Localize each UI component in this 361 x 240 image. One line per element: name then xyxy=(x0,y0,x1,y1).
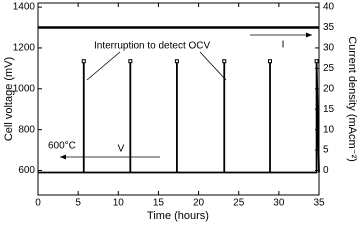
y2-tick-label: 5 xyxy=(323,145,329,156)
annotation: 600°C xyxy=(48,141,76,152)
y2-tick-label: 40 xyxy=(323,2,335,13)
arrowhead xyxy=(60,154,66,160)
data-point xyxy=(174,59,179,64)
pointer xyxy=(199,51,227,81)
x-tick-label: 25 xyxy=(233,198,245,209)
y2-tick-label: 20 xyxy=(323,83,335,94)
y-tick-label: 1200 xyxy=(13,43,36,54)
x-axis-label: Time (hours) xyxy=(147,210,209,222)
y2-tick-label: 15 xyxy=(323,104,335,115)
x-tick-label: 0 xyxy=(35,198,41,209)
x-tick-label: 30 xyxy=(273,198,285,209)
x-tick-label: 15 xyxy=(153,198,165,209)
data-line xyxy=(38,61,320,174)
y-tick-label: 1400 xyxy=(13,2,36,13)
y2-tick-label: 30 xyxy=(323,43,335,54)
y-tick-label: 1000 xyxy=(13,83,36,94)
legend-label: I xyxy=(282,40,285,51)
pointer xyxy=(86,51,121,81)
data-point xyxy=(268,59,273,64)
x-tick-label: 5 xyxy=(75,198,81,209)
data-point xyxy=(222,59,227,64)
data-point xyxy=(314,59,319,64)
x-tick-label: 10 xyxy=(113,198,125,209)
arrowhead xyxy=(306,32,312,38)
chart: Time (hours) Cell voltage (mV) Current d… xyxy=(3,2,358,222)
x-tick-label: 35 xyxy=(313,198,325,209)
y2-axis-label: Current density (mAcm⁻²) xyxy=(346,36,358,162)
legend-label: V xyxy=(118,144,125,155)
y2-tick-label: 25 xyxy=(323,63,335,74)
plot-frame xyxy=(37,2,320,196)
y2-tick-label: 10 xyxy=(323,124,335,135)
y2-tick-label: 0 xyxy=(323,165,329,176)
y-tick-label: 800 xyxy=(18,124,35,135)
data-point xyxy=(81,59,86,64)
annotation: Interruption to detect OCV xyxy=(94,41,211,52)
x-tick-label: 20 xyxy=(193,198,205,209)
y-axis-label: Cell voltage (mV) xyxy=(3,57,15,141)
y-tick-label: 600 xyxy=(18,165,35,176)
data-point xyxy=(128,59,133,64)
y2-tick-label: 35 xyxy=(323,22,335,33)
